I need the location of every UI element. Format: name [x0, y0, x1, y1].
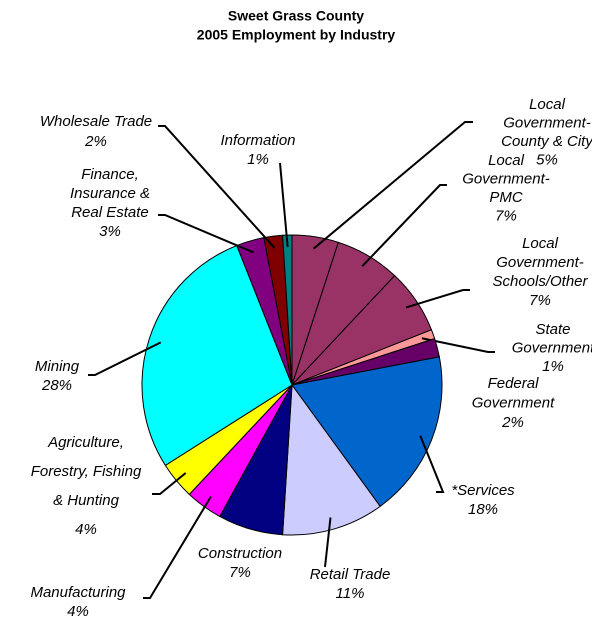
leader-line [324, 517, 332, 568]
slice-label: Forestry, Fishing [31, 463, 142, 480]
slice-label: & Hunting [53, 492, 120, 509]
slice-label: Mining [35, 358, 80, 375]
leader-line [419, 435, 445, 493]
value-label: 1% [542, 358, 564, 375]
slice-label: Government [472, 394, 555, 411]
slice-label: County & City [501, 133, 592, 150]
value-label: 11% [336, 585, 365, 602]
slice-label: Local [522, 235, 559, 252]
slice-label: State [535, 321, 570, 338]
leader-line [312, 121, 473, 250]
leader-line [88, 341, 162, 376]
value-label: 18% [468, 501, 498, 518]
slice-label: Information [220, 132, 295, 149]
leader-line [361, 184, 447, 267]
value-label: 4% [75, 521, 97, 538]
slice-label: Real Estate [71, 204, 149, 221]
slice-label: Government [512, 339, 592, 356]
slice-label: Agriculture, [47, 434, 124, 451]
value-label: 4% [67, 603, 89, 620]
chart-title: Sweet Grass County [228, 8, 364, 24]
value-label: 2% [84, 133, 107, 150]
slice-label: Finance, [81, 166, 139, 183]
slice-label: *Services [451, 482, 515, 499]
leader-line [279, 162, 289, 248]
slice-label: Wholesale Trade [40, 113, 152, 130]
leader-line [152, 472, 187, 495]
slice-label: Government- [462, 170, 550, 187]
value-label: 7% [495, 207, 517, 224]
leader-line [158, 125, 276, 249]
slice-label: Insurance & [70, 185, 150, 202]
leader-line [158, 214, 254, 254]
chart-title: 2005 Employment by Industry [197, 27, 396, 43]
value-label: 1% [247, 151, 269, 168]
leader-line [143, 496, 212, 599]
value-label: 3% [99, 223, 121, 240]
leader-line [421, 337, 495, 353]
value-label: 28% [41, 377, 72, 394]
slice-label: Retail Trade [310, 566, 391, 583]
pie-slice [141, 244, 293, 467]
leader-line [405, 289, 470, 309]
value-label: 2% [501, 414, 524, 431]
pie-slice [291, 356, 443, 508]
value-label: 7% [529, 292, 551, 309]
pie-slice [282, 383, 381, 536]
slice-label: Schools/Other [492, 273, 588, 290]
slice-label: Government- [503, 114, 591, 131]
slice-label: PMC [489, 189, 523, 206]
value-label: 5% [536, 151, 558, 168]
slice-label: Local [529, 96, 566, 113]
slice-label: Construction [198, 545, 282, 562]
slice-label: Federal [488, 375, 540, 392]
slice-label: Manufacturing [30, 584, 126, 601]
slice-label: Local [488, 152, 525, 169]
value-label: 7% [229, 564, 251, 581]
slice-label: Government- [496, 254, 584, 271]
